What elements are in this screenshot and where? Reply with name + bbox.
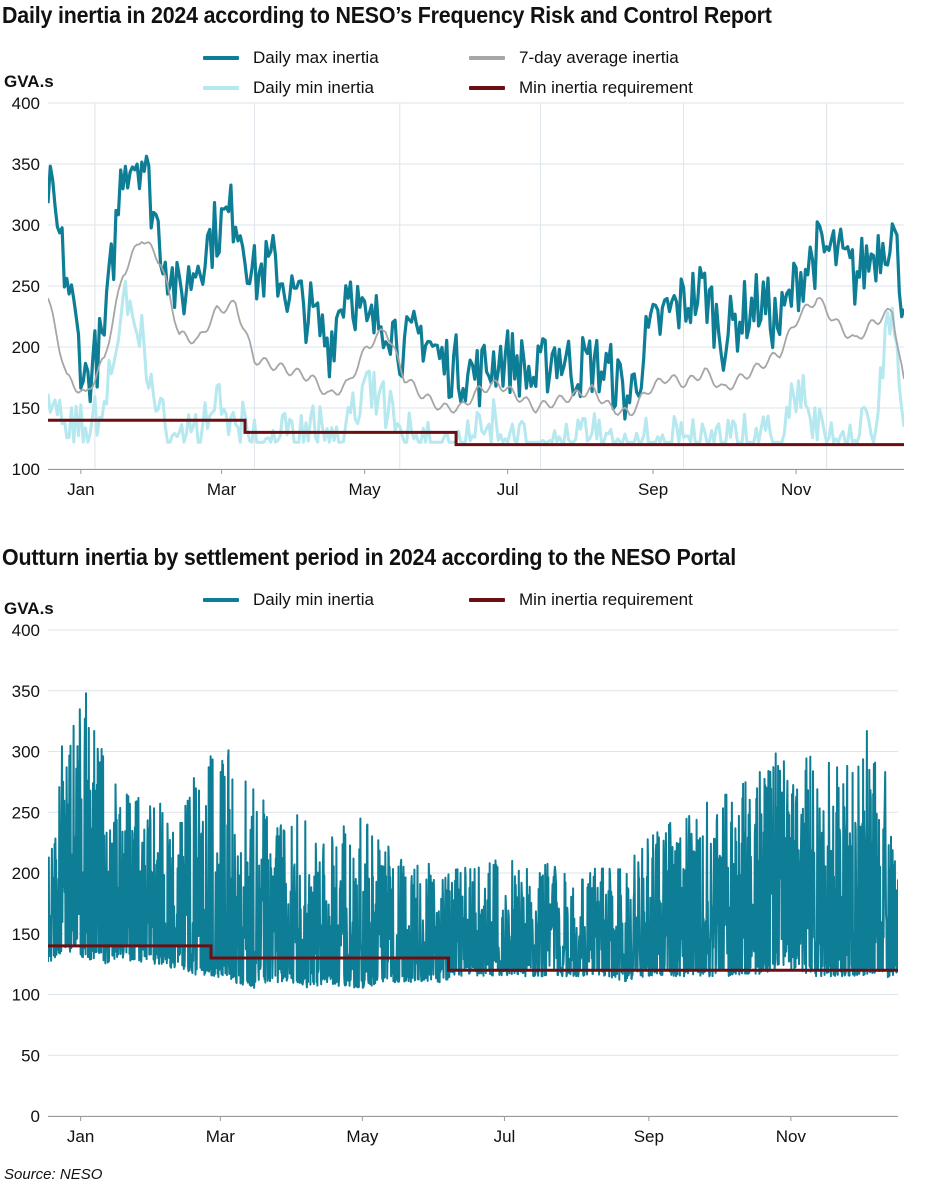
legend2-label-min-req: Min inertia requirement — [519, 590, 693, 609]
legend2-item-daily-min: Daily min inertia — [203, 590, 374, 610]
chart-2-xtick-May: May — [346, 1127, 379, 1146]
chart-2-ytick-250: 250 — [12, 803, 40, 822]
chart-2-ytick-50: 50 — [21, 1046, 40, 1065]
series-daily-max-inertia — [48, 154, 904, 421]
legend2-label-daily-min: Daily min inertia — [253, 590, 374, 609]
legend-label-min-req: Min inertia requirement — [519, 78, 693, 97]
chart-2-xtick-Sep: Sep — [634, 1127, 664, 1146]
legend-swatch-daily-max — [203, 56, 239, 60]
chart-2-ytick-200: 200 — [12, 864, 40, 883]
chart-2-xtick-Jul: Jul — [494, 1127, 516, 1146]
chart-2-xtick-Nov: Nov — [776, 1127, 807, 1146]
chart-2-plot: GVA.s 0 50 100 150 200 250 300 350 400 Jan Mar May Ju… — [4, 599, 898, 1146]
chart-1-title: Daily inertia in 2024 according to NESO’… — [2, 2, 772, 28]
chart-1-ytick-150: 150 — [12, 399, 40, 418]
chart-1-xtick-May: May — [349, 480, 382, 499]
legend-item-daily-max: Daily max inertia — [203, 48, 379, 68]
source-note: Source: NESO — [4, 1166, 103, 1183]
chart-1-ylabel: GVA.s — [4, 72, 54, 91]
chart-2-ytick-400: 400 — [12, 621, 40, 640]
chart-1-xtick-Mar: Mar — [207, 480, 237, 499]
legend2-item-min-req: Min inertia requirement — [469, 590, 693, 610]
chart-2-series-group — [48, 692, 898, 989]
legend-item-min-req: Min inertia requirement — [469, 78, 693, 98]
chart-2-ytick-0: 0 — [31, 1107, 40, 1126]
chart-1-series-group — [48, 154, 904, 447]
chart-2-ytick-350: 350 — [12, 682, 40, 701]
chart-2-xtick-Mar: Mar — [206, 1127, 236, 1146]
chart-1-xtick-Jul: Jul — [497, 480, 519, 499]
chart-1-ytick-100: 100 — [12, 460, 40, 479]
legend-item-7day-avg: 7-day average inertia — [469, 48, 679, 68]
chart-1-ytick-400: 400 — [12, 94, 40, 113]
chart-1-ytick-250: 250 — [12, 277, 40, 296]
chart-2-title: Outturn inertia by settlement period in … — [2, 544, 737, 570]
series-daily-min-inertia — [48, 279, 904, 444]
legend-label-7day-avg: 7-day average inertia — [519, 48, 679, 67]
legend-label-daily-max: Daily max inertia — [253, 48, 379, 67]
legend-swatch-7day-avg — [469, 56, 505, 60]
chart-1-xtick-Sep: Sep — [638, 480, 668, 499]
chart-1-ytick-300: 300 — [12, 216, 40, 235]
chart-1-xtick-Jan: Jan — [67, 480, 94, 499]
legend-swatch-daily-min — [203, 86, 239, 90]
series-min-inertia-requirement — [48, 944, 898, 972]
legend2-swatch-daily-min — [203, 598, 239, 602]
chart-1-plot: GVA.s 100 150 200 250 300 350 400 Jan Mar May Jul Se… — [4, 72, 904, 499]
series-7-day-average-inertia — [48, 241, 904, 417]
legend-label-daily-min: Daily min inertia — [253, 78, 374, 97]
chart-2-ytick-100: 100 — [12, 986, 40, 1005]
chart-1-ytick-200: 200 — [12, 338, 40, 357]
series-min-inertia-requirement — [48, 418, 904, 447]
legend2-swatch-min-req — [469, 598, 505, 602]
chart-2-xtick-Jan: Jan — [67, 1127, 94, 1146]
chart-2-ytick-150: 150 — [12, 925, 40, 944]
series-outturn-inertia — [48, 692, 898, 989]
legend-swatch-min-req — [469, 86, 505, 90]
chart-1-xtick-Nov: Nov — [781, 480, 812, 499]
chart-2-ytick-300: 300 — [12, 743, 40, 762]
chart-2-ylabel: GVA.s — [4, 599, 54, 618]
legend-item-daily-min: Daily min inertia — [203, 78, 374, 98]
chart-1-ytick-350: 350 — [12, 155, 40, 174]
